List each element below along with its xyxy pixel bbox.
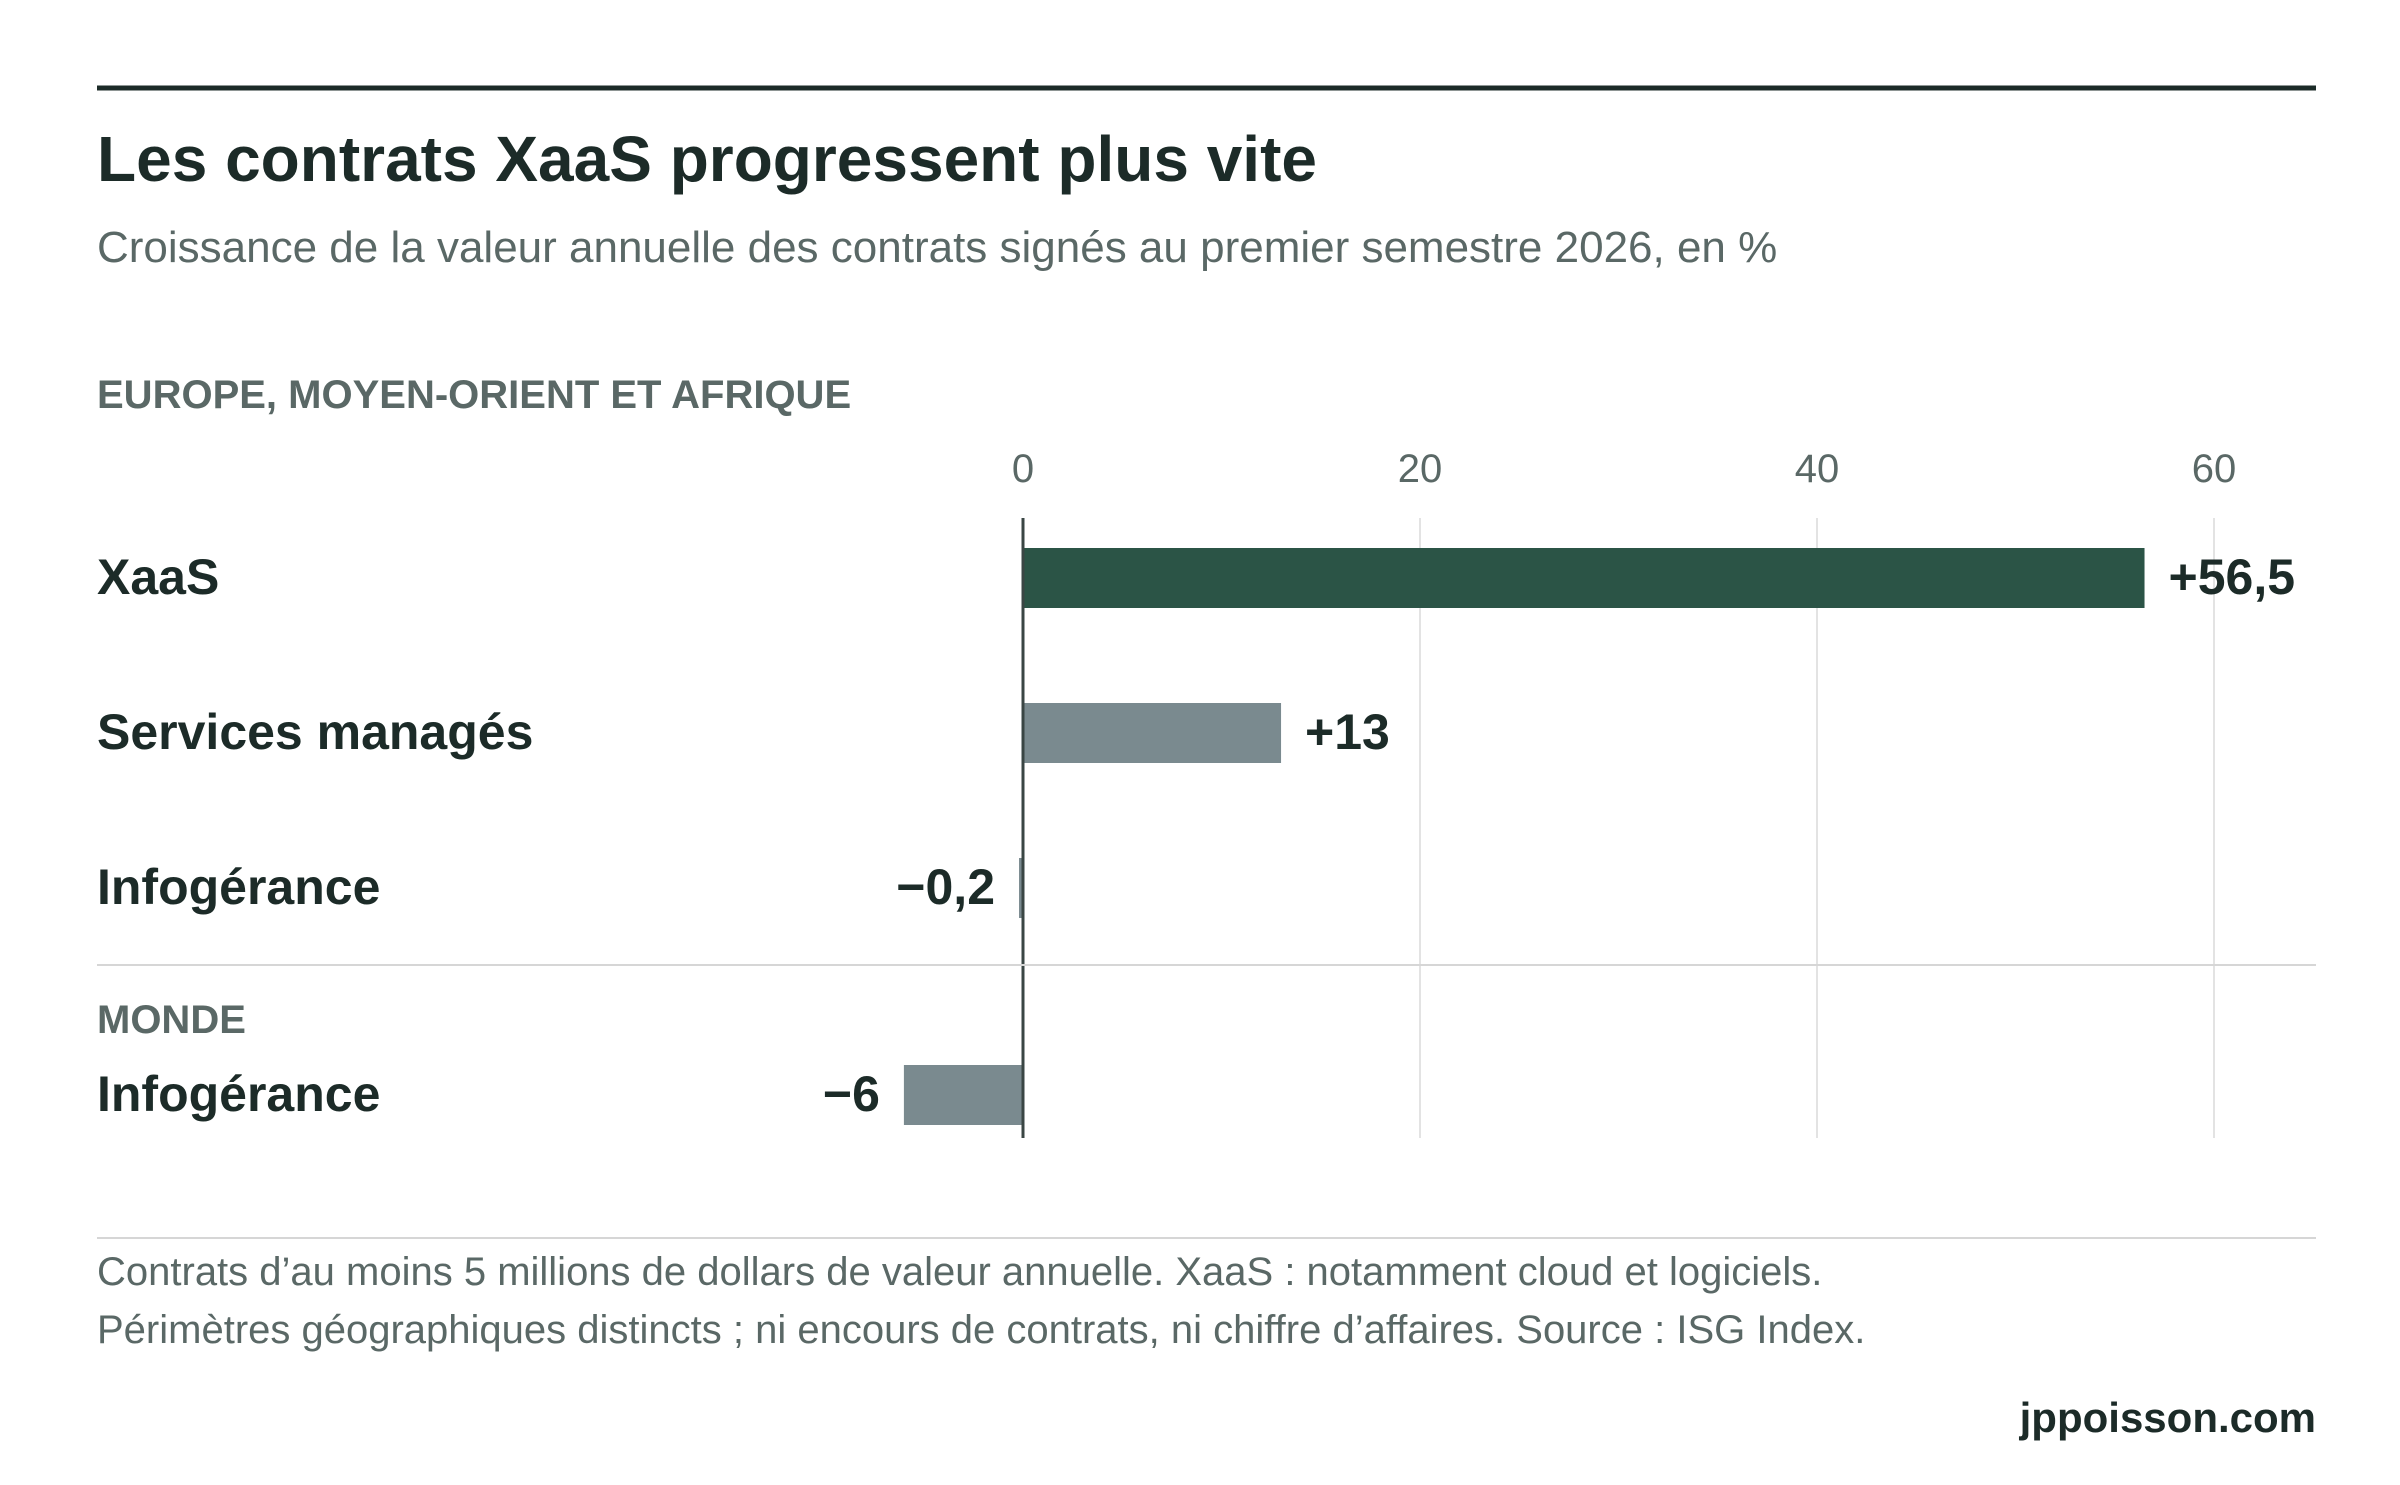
group-label-emea: EUROPE, MOYEN-ORIENT ET AFRIQUE xyxy=(97,373,851,417)
bar xyxy=(1023,548,2145,608)
footer-brand: jppoisson.com xyxy=(2019,1394,2316,1441)
footer-note-line1: Contrats d’au moins 5 millions de dollar… xyxy=(97,1250,1822,1294)
bar xyxy=(903,1065,1023,1125)
category-label: Infogérance xyxy=(97,1066,380,1122)
x-tick-label: 40 xyxy=(1795,447,1840,491)
data-label: −0,2 xyxy=(896,859,995,915)
category-label: Services managés xyxy=(97,704,533,760)
plot-area: 0 20 40 60 XaaS +56,5 Services managés +13 Infog… xyxy=(97,447,2295,1138)
x-tick-label: 0 xyxy=(1012,447,1034,491)
x-tick-label: 60 xyxy=(2192,447,2237,491)
bar xyxy=(1023,703,1282,763)
group-label-world: MONDE xyxy=(97,998,246,1042)
data-label: +13 xyxy=(1305,704,1390,760)
category-label: Infogérance xyxy=(97,859,380,915)
footer-note-line2: Périmètres géographiques distincts ; ni … xyxy=(97,1308,1865,1352)
bar xyxy=(1019,858,1023,918)
data-label: −6 xyxy=(823,1066,880,1122)
data-label: +56,5 xyxy=(2169,549,2296,605)
chart-subtitle: Croissance de la valeur annuelle des con… xyxy=(97,223,1777,272)
category-label: XaaS xyxy=(97,549,219,605)
x-tick-label: 20 xyxy=(1398,447,1443,491)
chart-title: Les contrats XaaS progressent plus vite xyxy=(97,123,1317,195)
